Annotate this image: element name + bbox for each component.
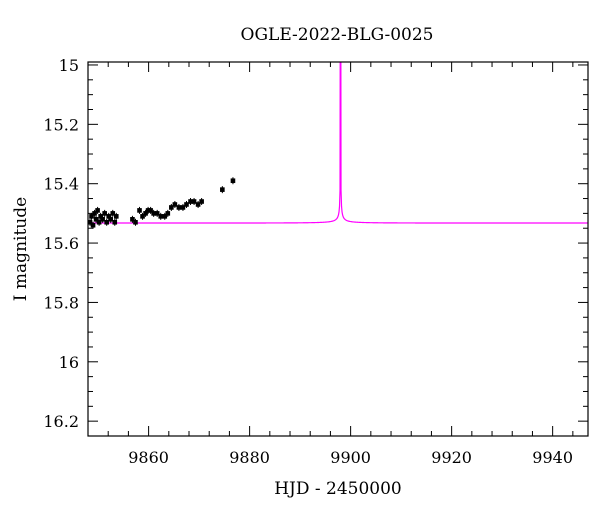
- data-point: [113, 214, 119, 219]
- data-point: [145, 208, 151, 213]
- data-point: [90, 222, 96, 228]
- data-point: [169, 205, 174, 210]
- x-tick-label: 9880: [229, 448, 270, 467]
- data-point: [130, 217, 135, 222]
- data-point: [154, 211, 160, 216]
- y-tick-label: 15.4: [43, 175, 79, 194]
- x-axis-label: HJD - 2450000: [274, 479, 402, 499]
- data-point: [110, 211, 116, 216]
- data-point: [176, 205, 182, 210]
- data-point: [95, 208, 100, 213]
- y-tick-label: 15: [59, 56, 79, 75]
- chart-title: OGLE-2022-BLG-0025: [241, 25, 434, 45]
- y-axis-label: I magnitude: [11, 197, 31, 301]
- data-point: [89, 214, 94, 219]
- data-point: [133, 219, 138, 225]
- data-point: [100, 217, 105, 222]
- data-point: [98, 214, 103, 219]
- data-point: [148, 208, 153, 213]
- data-point: [180, 205, 186, 210]
- data-point: [195, 202, 201, 207]
- data-point: [184, 202, 189, 207]
- data-point: [106, 214, 112, 219]
- model-curve-layer: [88, 62, 588, 224]
- plot-frame: [87, 61, 589, 437]
- y-tick-label: 15.6: [43, 234, 79, 253]
- x-tick-label: 9940: [532, 448, 573, 467]
- data-point: [93, 217, 99, 222]
- data-point: [151, 211, 156, 216]
- y-tick-label: 16: [59, 353, 79, 372]
- y-tick-label: 15.8: [43, 293, 79, 312]
- data-point: [108, 217, 114, 222]
- data-point: [137, 208, 142, 213]
- data-point: [112, 219, 118, 225]
- data-point: [191, 199, 197, 204]
- data-point: [165, 211, 171, 216]
- data-point: [96, 219, 102, 225]
- data-point: [162, 214, 168, 219]
- y-tick-label: 15.2: [43, 115, 79, 134]
- data-points-layer: [88, 177, 236, 229]
- data-point: [104, 219, 109, 225]
- x-tick-label: 9920: [431, 448, 472, 467]
- data-point: [143, 211, 148, 216]
- data-point: [172, 202, 178, 207]
- data-point: [92, 211, 97, 216]
- x-tick-label: 9860: [128, 448, 169, 467]
- data-point: [188, 199, 193, 204]
- data-point: [102, 211, 107, 216]
- model-curve: [88, 62, 588, 224]
- data-point: [220, 187, 225, 192]
- data-point: [140, 214, 145, 219]
- x-tick-label: 9900: [330, 448, 371, 467]
- data-point: [199, 199, 204, 204]
- data-point: [158, 214, 164, 219]
- data-point: [230, 178, 236, 184]
- y-tick-label: 16.2: [43, 412, 79, 431]
- data-point: [88, 219, 93, 225]
- axes-layer: 9860 9880 9900 9920 9940 15 15.2 15.4 15.6 15.8 16…: [43, 56, 588, 467]
